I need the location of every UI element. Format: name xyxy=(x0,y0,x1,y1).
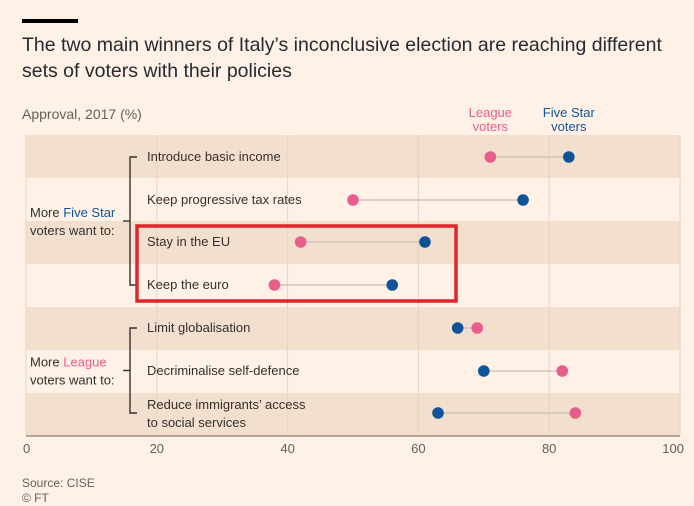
source-note: Source: CISE © FT xyxy=(22,476,95,506)
group-label-line2: voters want to: xyxy=(30,373,115,388)
league-dot xyxy=(347,194,359,206)
x-tick-label: 0 xyxy=(23,441,30,456)
x-tick-label: 100 xyxy=(662,441,684,456)
top-rule xyxy=(22,19,78,23)
x-tick-label: 20 xyxy=(150,441,164,456)
group-label: More Five Star xyxy=(30,205,116,220)
row-label: to social services xyxy=(147,415,246,430)
chart-subtitle: Approval, 2017 (%) xyxy=(22,106,142,122)
five-star-dot xyxy=(432,407,444,419)
group-label: More League xyxy=(30,355,107,370)
five-star-dot xyxy=(419,236,431,248)
highlight-box xyxy=(135,224,458,303)
five-star-dot xyxy=(478,365,490,377)
group-label-line2: voters want to: xyxy=(30,223,115,238)
row-label: Decriminalise self-defence xyxy=(147,363,299,378)
row-label: Keep progressive tax rates xyxy=(147,192,302,207)
league-dot xyxy=(569,407,582,419)
row-band xyxy=(26,350,680,393)
league-dot xyxy=(484,151,497,163)
row-label: Keep the euro xyxy=(147,277,229,292)
row-band xyxy=(26,135,680,178)
legend-label: voters xyxy=(473,119,509,134)
league-dot xyxy=(556,365,569,377)
five-star-dot xyxy=(386,279,399,291)
five-star-dot xyxy=(563,151,575,163)
league-dot xyxy=(268,279,281,291)
five-star-dot xyxy=(517,194,529,206)
legend-label: voters xyxy=(551,119,587,134)
row-label: Reduce immigrants’ access xyxy=(147,397,306,412)
five-star-dot xyxy=(451,322,464,334)
x-tick-label: 80 xyxy=(542,441,556,456)
x-tick-label: 40 xyxy=(280,441,294,456)
copyright-text: © FT xyxy=(22,491,49,505)
chart-title: The two main winners of Italy’s inconclu… xyxy=(22,34,662,82)
source-text: Source: CISE xyxy=(22,476,95,490)
row-band xyxy=(26,393,680,436)
x-tick-label: 60 xyxy=(411,441,425,456)
row-label: Stay in the EU xyxy=(147,234,230,249)
row-label: Introduce basic income xyxy=(147,149,281,164)
legend-label: League xyxy=(469,105,512,120)
legend-label: Five Star xyxy=(543,105,596,120)
league-dot xyxy=(471,322,484,334)
league-dot xyxy=(294,236,307,248)
row-label: Limit globalisation xyxy=(147,320,250,335)
row-band xyxy=(26,307,680,350)
